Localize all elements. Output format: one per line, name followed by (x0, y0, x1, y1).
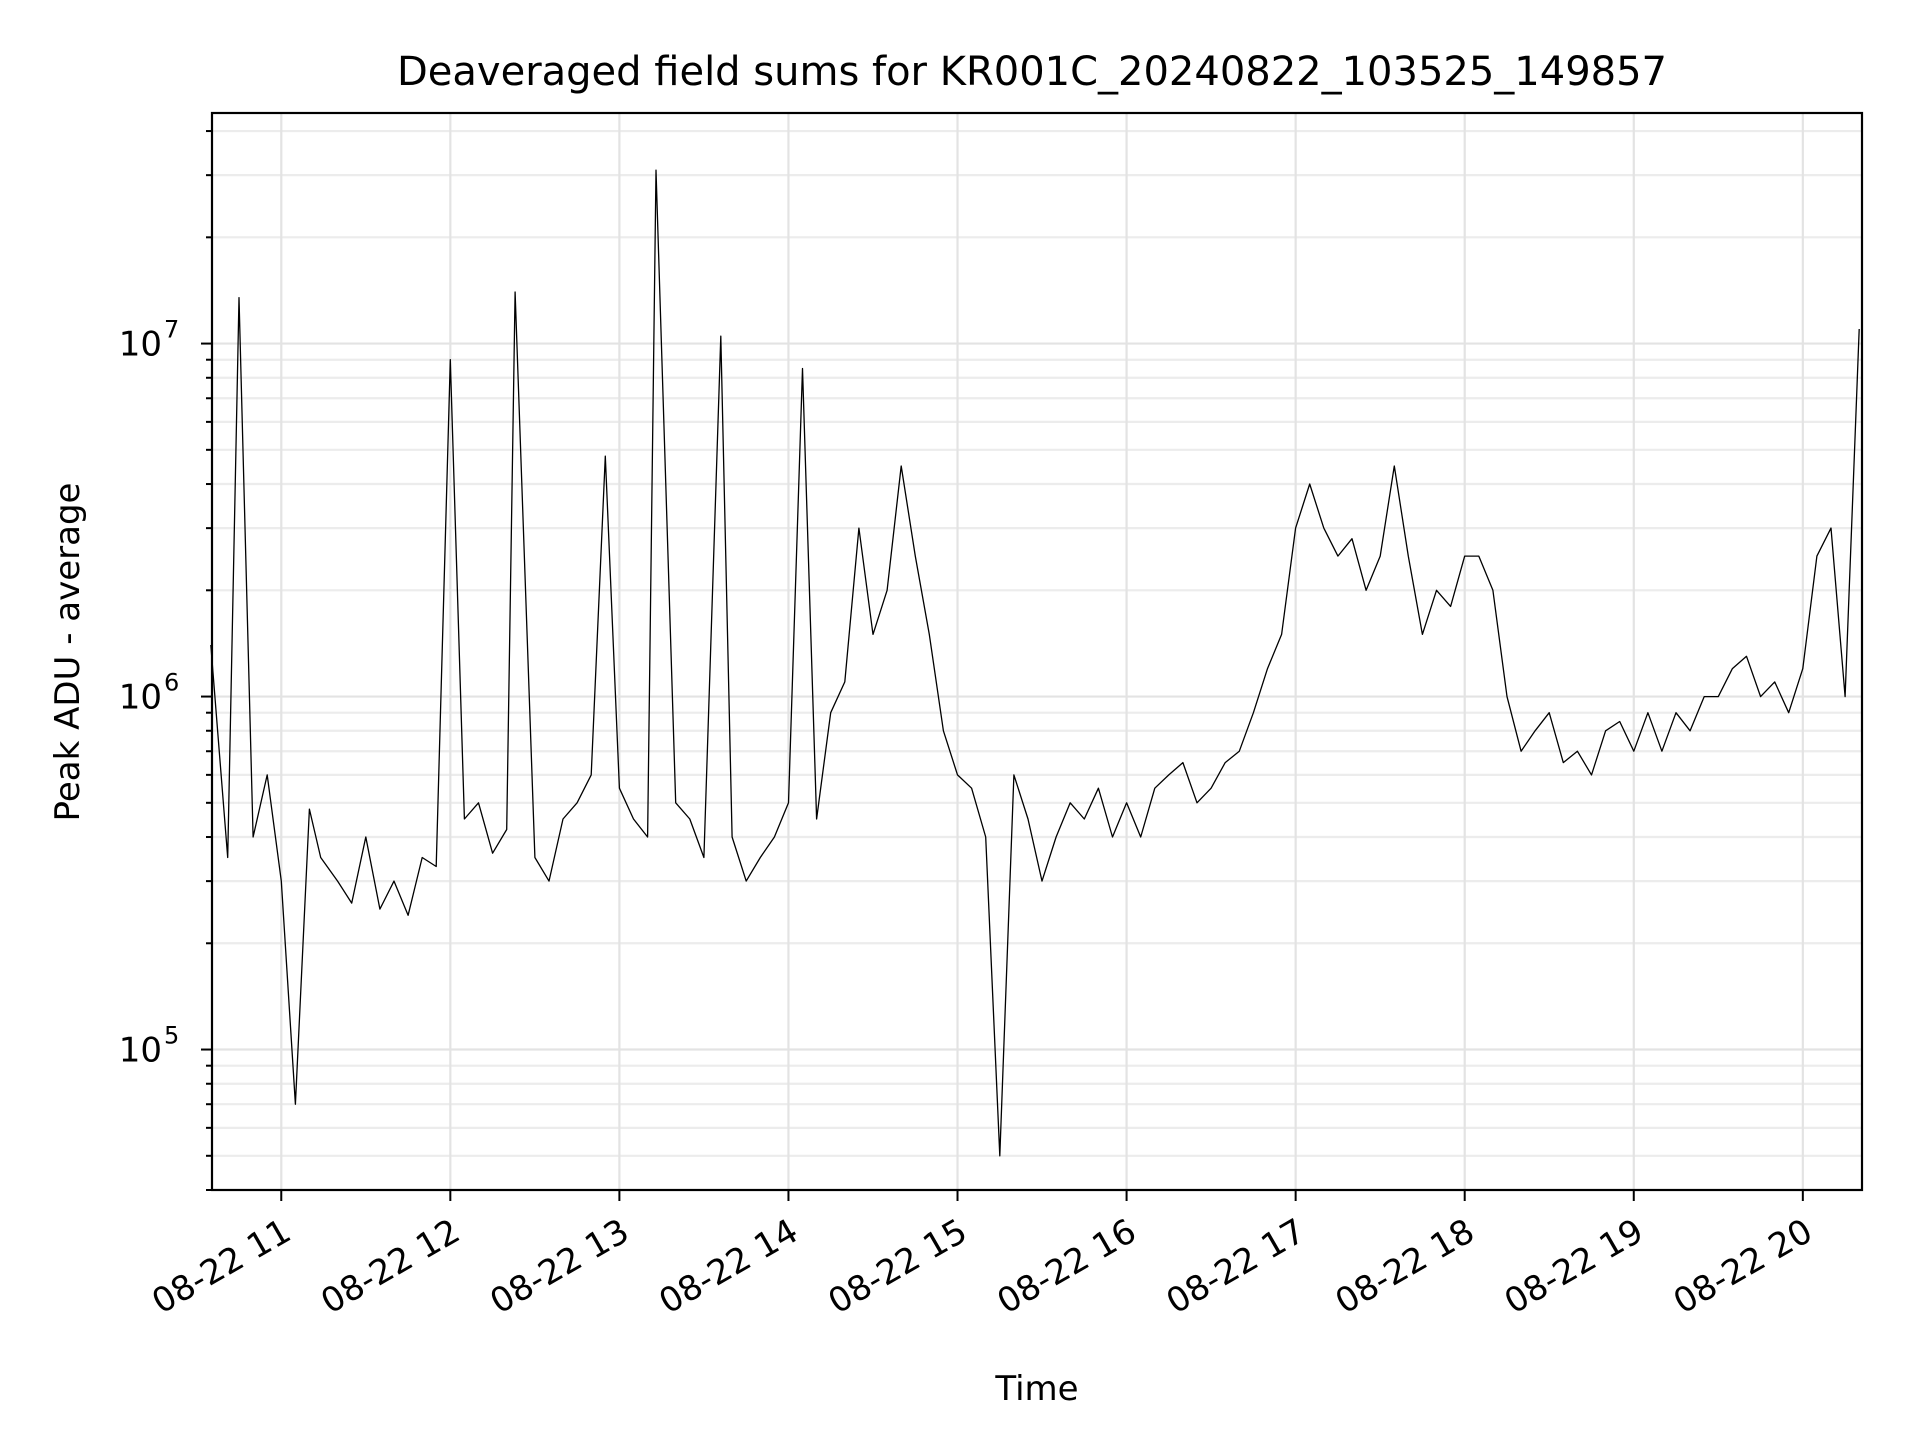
y-tick-label-base: 10 (119, 325, 162, 365)
y-axis-label: Peak ADU - average (48, 483, 88, 822)
series-line-0 (210, 169, 1860, 1157)
y-tick-label: 10 (119, 678, 162, 718)
y-tick-label-base: 10 (119, 1031, 162, 1071)
y-tick-label: 10 (119, 1031, 162, 1071)
y-tick-label: 10 (119, 325, 162, 365)
y-tick-label-exponent: 7 (164, 316, 179, 344)
y-tick-label-base: 10 (119, 678, 162, 718)
plot-frame (210, 111, 1864, 1192)
y-tick-label-exponent: 5 (164, 1022, 179, 1050)
grid-layer (212, 113, 1862, 1192)
series-layer (210, 169, 1860, 1157)
x-axis-label: Time (994, 1369, 1078, 1409)
y-tick-label-exponent: 6 (164, 669, 179, 697)
chart-title: Deaveraged field sums for KR001C_2024082… (397, 49, 1667, 95)
